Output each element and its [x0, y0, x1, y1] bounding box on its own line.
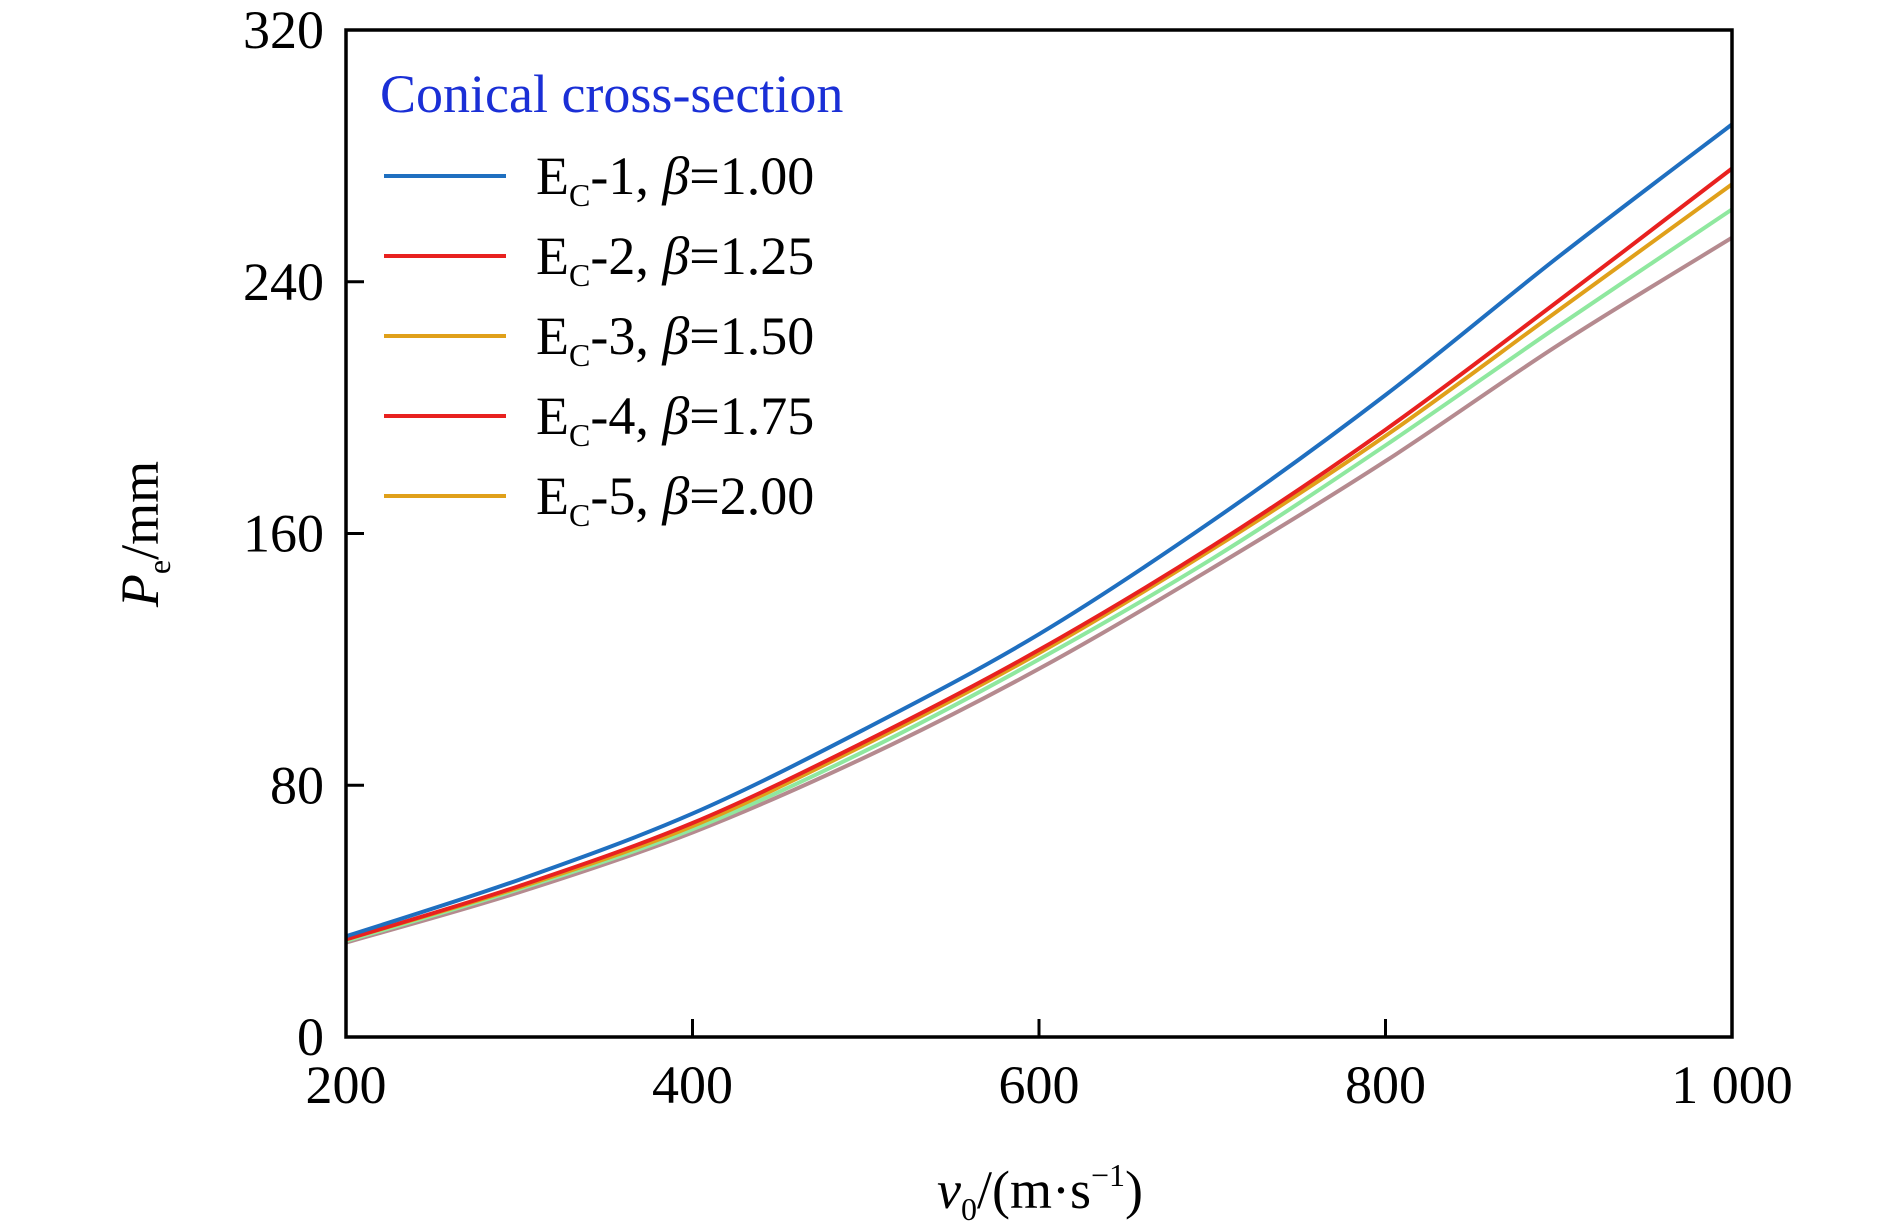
- legend-label-3: EC-3, β=1.50: [536, 306, 814, 373]
- legend-label-2: EC-2, β=1.25: [536, 226, 814, 293]
- series-line-3: [345, 182, 1734, 942]
- y-tick-label: 160: [243, 504, 324, 564]
- legend-title: Conical cross-section: [380, 64, 843, 124]
- x-axis-title: v0/(m·s−1): [937, 1157, 1143, 1227]
- series-line-2: [345, 166, 1734, 942]
- y-tick-label: 0: [297, 1007, 324, 1067]
- x-tick-label: 1 000: [1671, 1055, 1793, 1115]
- series-line-1: [345, 122, 1734, 939]
- axis-labels: v0/(m·s−1) Pe/mm: [110, 461, 1143, 1227]
- x-tick-label: 400: [652, 1055, 733, 1115]
- x-tick-label: 200: [306, 1055, 387, 1115]
- x-tick-label: 600: [999, 1055, 1080, 1115]
- legend-label-1: EC-1, β=1.00: [536, 146, 814, 213]
- legend-label-4: EC-4, β=1.75: [536, 386, 814, 453]
- y-tick-label: 80: [270, 755, 324, 815]
- y-tick-label: 240: [243, 252, 324, 312]
- legend-label-5: EC-5, β=2.00: [536, 466, 814, 533]
- axes: 200 400 600 800 1 000 0 80 160 240 320: [243, 0, 1793, 1115]
- x-tick-label: 800: [1345, 1055, 1426, 1115]
- legend: Conical cross-section EC-1, β=1.00 EC-2, β…: [380, 64, 843, 533]
- y-tick-label: 320: [243, 0, 324, 60]
- y-axis-title: Pe/mm: [110, 461, 177, 608]
- series-line-5: [345, 235, 1734, 945]
- series-group: [345, 122, 1734, 945]
